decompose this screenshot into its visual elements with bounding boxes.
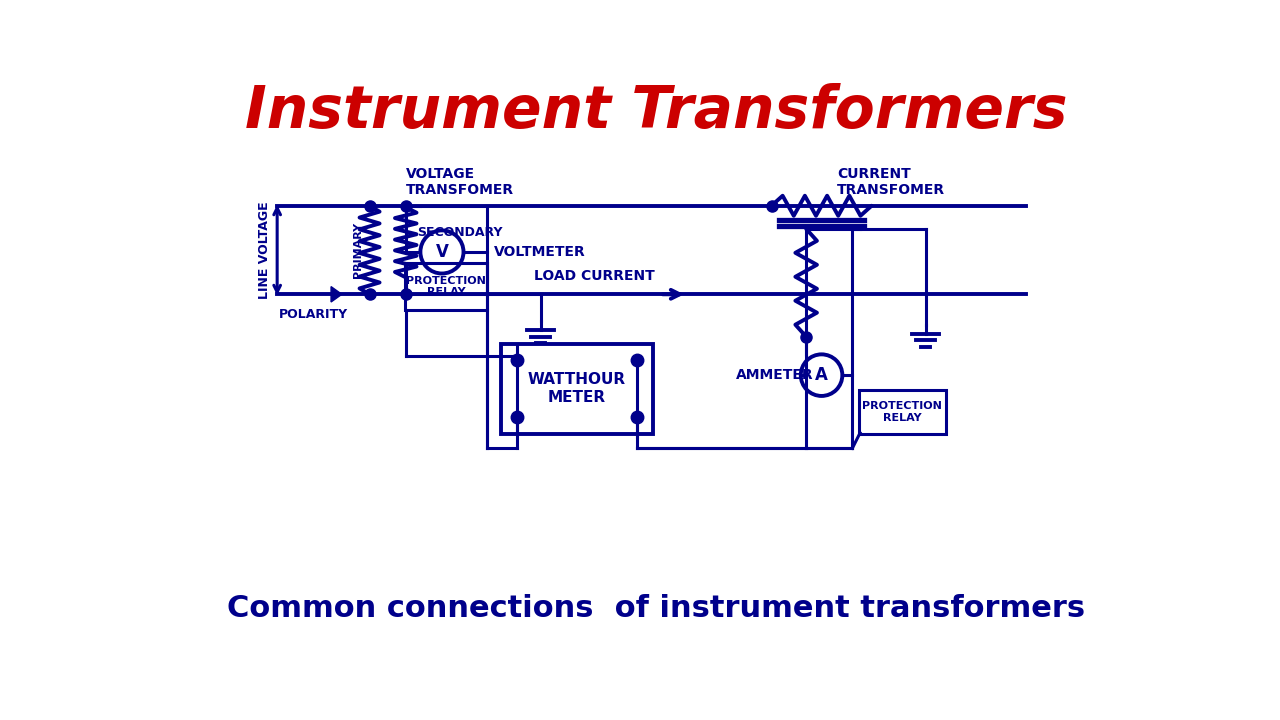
Text: A: A bbox=[815, 366, 828, 384]
Text: POLARITY: POLARITY bbox=[279, 308, 348, 321]
Text: PRIMARY: PRIMARY bbox=[353, 222, 364, 279]
Text: WATTHOUR
METER: WATTHOUR METER bbox=[529, 372, 626, 405]
Text: PROTECTION
RELAY: PROTECTION RELAY bbox=[863, 401, 942, 423]
Text: SECONDARY: SECONDARY bbox=[417, 226, 503, 239]
Polygon shape bbox=[332, 287, 342, 302]
Text: LINE VOLTAGE: LINE VOLTAGE bbox=[259, 202, 271, 300]
Text: LOAD CURRENT: LOAD CURRENT bbox=[534, 269, 655, 283]
Text: V: V bbox=[435, 243, 448, 261]
Text: Instrument Transformers: Instrument Transformers bbox=[244, 83, 1068, 140]
Text: VOLTAGE
TRANSFOMER: VOLTAGE TRANSFOMER bbox=[406, 167, 513, 197]
Text: VOLTMETER: VOLTMETER bbox=[494, 245, 586, 259]
Text: PROTECTION
RELAY: PROTECTION RELAY bbox=[406, 276, 486, 297]
Text: AMMETER: AMMETER bbox=[736, 368, 814, 382]
Text: Common connections  of instrument transformers: Common connections of instrument transfo… bbox=[227, 594, 1085, 623]
Text: CURRENT
TRANSFOMER: CURRENT TRANSFOMER bbox=[837, 167, 945, 197]
